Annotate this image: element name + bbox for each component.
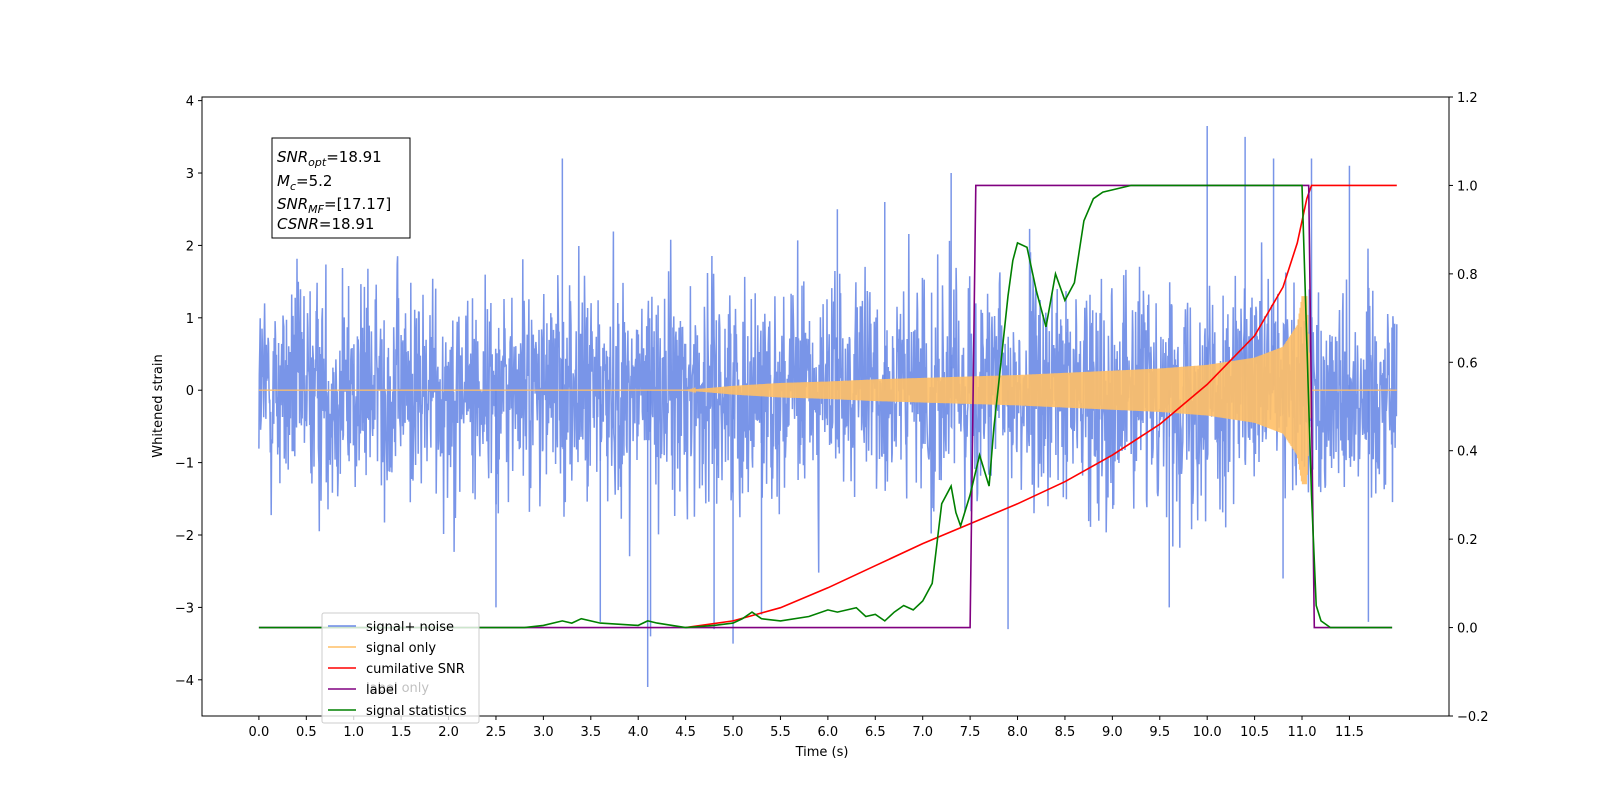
y2-tick-label: 0.6 [1457,356,1478,371]
y2-tick-label: 0.8 [1457,268,1478,283]
x-tick-label: 0.5 [296,725,317,740]
x-axis-ticks: 0.0 0.5 1.0 1.5 2.0 2.5 3.0 3.5 4.0 4.5 5.0 5.5 6.0 6… [249,716,1364,740]
plot-frame [201,96,1450,717]
legend-label: signal only [366,641,436,656]
x-tick-label: 11.5 [1335,725,1364,740]
x-tick-label: 1.0 [343,725,364,740]
legend-label: cumilative SNR [366,662,465,677]
x-tick-label: 3.0 [533,725,554,740]
y-tick-label: 4 [186,95,194,110]
y2-axis-ticks: 1.2 1.0 0.8 0.6 0.4 0.2 0.0 −0.2 [1449,91,1489,725]
y2-tick-label: 1.0 [1457,179,1478,194]
x-tick-label: 6.5 [865,725,886,740]
y2-tick-label: 0.2 [1457,533,1478,548]
x-tick-label: 0.0 [249,725,270,740]
legend: label only signal+ noise signal only cumil… [321,612,480,724]
x-tick-label: 2.5 [486,725,507,740]
x-tick-label: 10.0 [1193,725,1222,740]
signal-noise-line [258,228,1398,573]
y-axis-ticks: 4 3 2 1 0 −1 −2 −3 −4 [175,95,202,689]
x-tick-label: 9.5 [1149,725,1170,740]
y-axis-label: Whitened strain [151,354,166,457]
annotation-box: SNRopt=18.91 Mc=5.2 SNRMF=[17.17] CSNR=1… [271,137,411,239]
x-tick-label: 8.0 [1007,725,1028,740]
annotation-frame [271,137,411,239]
legend-label: signal statistics [366,704,467,719]
noise-layer [258,125,1398,688]
y-tick-label: 0 [186,384,194,399]
x-tick-label: 7.5 [960,725,981,740]
legend-label: label [366,683,397,698]
x-tick-label: 1.5 [391,725,412,740]
y2-tick-label: −0.2 [1457,710,1489,725]
legend-label: signal+ noise [366,620,454,635]
signal-only-line [258,296,1397,485]
x-tick-label: 2.0 [438,725,459,740]
x-tick-label: 6.0 [818,725,839,740]
legend-items: signal+ noise signal only cumilative SNR la… [328,620,467,719]
signal-noise-outliers [495,125,1370,688]
y-tick-label: −4 [175,674,194,689]
y-tick-label: 2 [186,239,194,254]
cumulative-snr-line [685,184,1397,629]
x-tick-label: 4.0 [628,725,649,740]
y2-tick-label: 0.4 [1457,445,1478,460]
y-tick-label: −2 [175,529,194,544]
y-tick-label: −3 [175,601,194,616]
x-tick-label: 4.5 [675,725,696,740]
x-tick-label: 11.0 [1288,725,1317,740]
x-tick-label: 8.5 [1055,725,1076,740]
x-axis-label: Time (s) [795,745,849,760]
x-tick-label: 9.0 [1102,725,1123,740]
x-tick-label: 10.5 [1240,725,1269,740]
y-tick-label: −1 [175,457,194,472]
annotation-snr-mf: SNRMF=[17.17] [277,195,391,216]
x-tick-label: 7.0 [912,725,933,740]
y2-tick-label: 0.0 [1457,622,1478,637]
annotation-snr-opt: SNRopt=18.91 [277,148,382,169]
y2-tick-label: 1.2 [1457,91,1478,106]
y-tick-label: 3 [186,167,194,182]
x-tick-label: 5.0 [723,725,744,740]
annotation-csnr: CSNR=18.91 [277,215,374,233]
legend-hidden-label: label only [366,681,429,696]
signal-only-layer [258,296,1397,485]
signal-statistics-line [258,184,1393,629]
y-tick-label: 1 [186,312,194,327]
legend-frame [321,612,480,724]
annotation-chirp-mass: Mc=5.2 [277,172,332,193]
x-tick-label: 3.5 [580,725,601,740]
x-tick-label: 5.5 [770,725,791,740]
